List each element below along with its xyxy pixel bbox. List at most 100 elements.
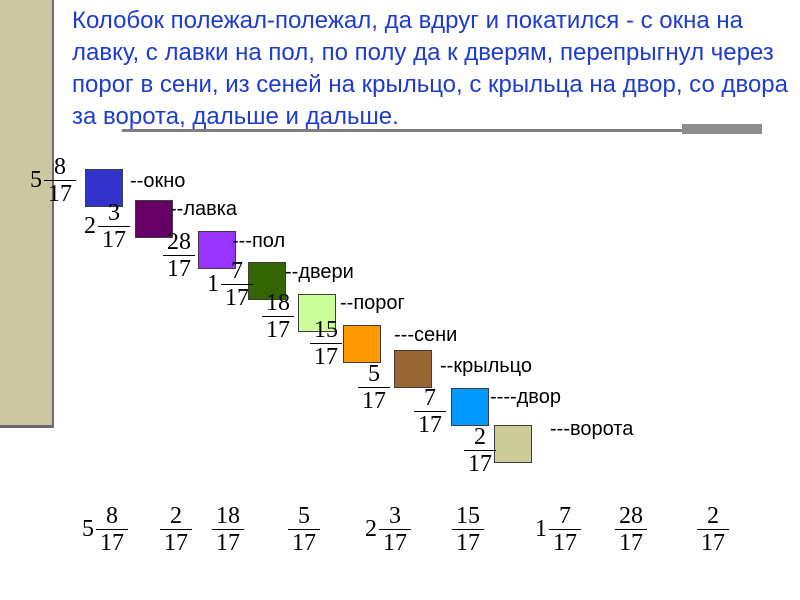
fraction-numerator: 15 xyxy=(456,503,480,529)
step-label: --лавка xyxy=(170,198,238,220)
bottom-fraction: 28 17 xyxy=(615,503,647,556)
fraction-bar xyxy=(452,529,484,530)
fraction-denominator: 17 xyxy=(225,285,249,311)
fraction-denominator: 17 xyxy=(216,530,240,556)
step-fraction: 18 17 xyxy=(262,290,294,343)
step-label: ---ворота xyxy=(550,418,634,440)
color-square-4 xyxy=(248,262,286,300)
fraction-bar xyxy=(262,316,294,317)
title-rule xyxy=(122,129,762,132)
fraction-numerator: 2 xyxy=(170,503,182,529)
fraction-denominator: 17 xyxy=(619,530,643,556)
fraction-whole: 5 xyxy=(82,516,94,542)
fraction-denominator: 17 xyxy=(314,344,338,370)
fraction-bar xyxy=(414,411,446,412)
fraction-denominator: 17 xyxy=(48,181,72,207)
fraction-numerator: 15 xyxy=(314,317,338,343)
step-label: ---сени xyxy=(394,324,458,346)
color-square-7 xyxy=(394,350,432,388)
color-square-2 xyxy=(135,200,173,238)
step-label: --окно xyxy=(130,170,186,192)
bottom-fraction: 15 17 xyxy=(452,503,484,556)
fraction-numerator: 7 xyxy=(424,385,436,411)
fraction-whole: 5 xyxy=(30,167,42,193)
fraction-denominator: 17 xyxy=(418,412,442,438)
fraction-denominator: 17 xyxy=(383,530,407,556)
fraction-bar xyxy=(379,529,411,530)
step-fraction: 15 17 xyxy=(310,317,342,370)
step-label: --порог xyxy=(340,292,405,314)
sidebar-edge-line xyxy=(52,0,54,428)
fraction-numerator: 3 xyxy=(389,503,401,529)
step-label: --двери xyxy=(285,261,354,283)
color-square-1 xyxy=(85,169,123,207)
fraction-bar xyxy=(697,529,729,530)
fraction-denominator: 17 xyxy=(553,530,577,556)
fraction-whole: 2 xyxy=(84,213,96,239)
fraction-numerator: 7 xyxy=(231,258,243,284)
fraction-numerator: 8 xyxy=(54,154,66,180)
bottom-fraction: 1 7 17 xyxy=(535,503,581,556)
fraction-numerator: 18 xyxy=(216,503,240,529)
sidebar-decoration xyxy=(0,0,52,425)
fraction-whole: 1 xyxy=(535,516,547,542)
color-square-8 xyxy=(451,388,489,426)
color-square-9 xyxy=(494,425,532,463)
bottom-fraction: 18 17 xyxy=(212,503,244,556)
color-square-3 xyxy=(198,231,236,269)
fraction-denominator: 17 xyxy=(701,530,725,556)
step-fraction: 2 17 xyxy=(464,424,496,477)
fraction-numerator: 28 xyxy=(167,229,191,255)
bottom-fraction: 5 17 xyxy=(288,503,320,556)
fraction-bar xyxy=(310,343,342,344)
step-label: --крыльцо xyxy=(440,355,533,377)
fraction-bar xyxy=(549,529,581,530)
fraction-bar xyxy=(358,387,390,388)
title-rule-accent xyxy=(682,124,762,134)
fraction-numerator: 7 xyxy=(559,503,571,529)
fraction-bar xyxy=(44,180,76,181)
fraction-denominator: 17 xyxy=(292,530,316,556)
color-square-6 xyxy=(343,325,381,363)
step-label: ---пол xyxy=(232,230,286,252)
story-text: Колобок полежал-полежал, да вдруг и пока… xyxy=(72,7,788,130)
fraction-numerator: 5 xyxy=(368,361,380,387)
fraction-numerator: 18 xyxy=(266,290,290,316)
fraction-bar xyxy=(98,226,130,227)
bottom-fraction: 5 8 17 xyxy=(82,503,128,556)
bottom-fraction: 2 17 xyxy=(697,503,729,556)
step-fraction: 2 3 17 xyxy=(84,200,130,253)
fraction-numerator: 28 xyxy=(619,503,643,529)
bottom-fraction: 2 3 17 xyxy=(365,503,411,556)
fraction-denominator: 17 xyxy=(468,451,492,477)
step-fraction: 7 17 xyxy=(414,385,446,438)
fraction-numerator: 8 xyxy=(106,503,118,529)
fraction-numerator: 3 xyxy=(108,200,120,226)
fraction-bar xyxy=(96,529,128,530)
sidebar-bottom-line xyxy=(0,425,54,428)
step-fraction: 28 17 xyxy=(163,229,195,282)
step-fraction: 5 17 xyxy=(358,361,390,414)
fraction-bar xyxy=(288,529,320,530)
fraction-bar xyxy=(163,255,195,256)
fraction-whole: 1 xyxy=(207,271,219,297)
fraction-numerator: 5 xyxy=(298,503,310,529)
fraction-denominator: 17 xyxy=(102,227,126,253)
fraction-denominator: 17 xyxy=(456,530,480,556)
step-fraction: 1 7 17 xyxy=(207,258,253,311)
fraction-numerator: 2 xyxy=(707,503,719,529)
color-square-5 xyxy=(298,294,336,332)
fraction-denominator: 17 xyxy=(167,256,191,282)
fraction-bar xyxy=(160,529,192,530)
fraction-numerator: 2 xyxy=(474,424,486,450)
fraction-denominator: 17 xyxy=(266,317,290,343)
step-label: ----двор xyxy=(490,386,561,408)
fraction-whole: 2 xyxy=(365,516,377,542)
bottom-fraction: 2 17 xyxy=(160,503,192,556)
fraction-bar xyxy=(615,529,647,530)
fraction-bar xyxy=(212,529,244,530)
fraction-denominator: 17 xyxy=(100,530,124,556)
step-fraction: 5 8 17 xyxy=(30,154,76,207)
fraction-bar xyxy=(464,450,496,451)
fraction-bar xyxy=(221,284,253,285)
